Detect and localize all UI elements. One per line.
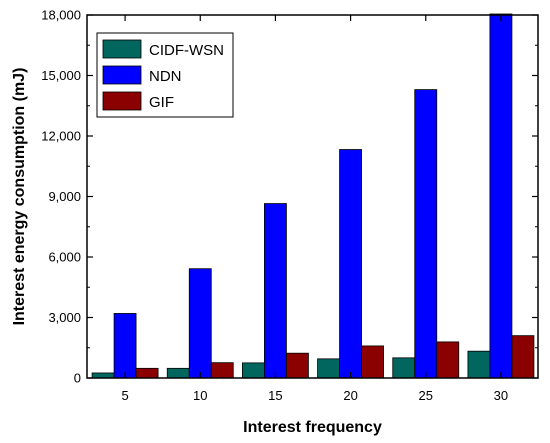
legend-label-ndn: NDN <box>149 68 182 85</box>
bar-ndn-10 <box>188 268 212 379</box>
legend-swatch-ndn <box>102 65 142 85</box>
x-axis: 5 10 15 20 25 30 <box>121 15 508 403</box>
x-tick-label: 5 <box>121 388 128 403</box>
bar-cidf-wsn-30 <box>467 350 491 379</box>
x-tick-label: 25 <box>419 388 433 403</box>
bar-cidf-wsn-25 <box>392 357 416 379</box>
bars-layer <box>91 13 535 379</box>
x-tick-label: 30 <box>494 388 508 403</box>
y-tick-label: 0 <box>74 371 81 386</box>
legend-swatch-cidf-wsn <box>102 39 142 59</box>
bar-ndn-30 <box>489 13 513 379</box>
y-tick-label: 9,000 <box>48 189 81 204</box>
bar-gif-10 <box>210 362 234 379</box>
legend-label-gif: GIF <box>149 94 174 111</box>
bar-gif-25 <box>436 341 460 379</box>
x-tick-label: 15 <box>268 388 282 403</box>
bar-gif-15 <box>286 352 309 379</box>
y-tick-label: 3,000 <box>48 310 81 325</box>
y-axis: 0 3,000 6,000 9,000 12,000 15,000 18,000 <box>41 8 538 386</box>
y-tick-label: 18,000 <box>41 8 81 23</box>
bar-ndn-25 <box>414 89 438 379</box>
y-tick-label: 15,000 <box>41 68 81 83</box>
bar-cidf-wsn-5 <box>91 372 115 379</box>
y-axis-title: Interest energy consumption (mJ) <box>11 68 28 326</box>
bar-gif-5 <box>135 367 159 379</box>
y-tick-label: 6,000 <box>48 250 81 265</box>
bar-gif-20 <box>361 345 384 379</box>
legend-swatch-gif <box>102 91 142 111</box>
y-tick-label: 12,000 <box>41 129 81 144</box>
bar-ndn-20 <box>339 149 362 379</box>
x-axis-title: Interest frequency <box>243 419 382 436</box>
x-tick-label: 10 <box>193 388 207 403</box>
legend-label-cidf-wsn: CIDF-WSN <box>149 42 224 59</box>
bar-cidf-wsn-15 <box>242 362 265 379</box>
bar-cidf-wsn-20 <box>317 358 340 379</box>
x-tick-label: 20 <box>343 388 357 403</box>
bar-gif-30 <box>511 335 535 379</box>
bar-ndn-5 <box>113 313 137 379</box>
bar-ndn-15 <box>264 203 287 379</box>
legend: CIDF-WSN NDN GIF <box>96 32 234 118</box>
bar-cidf-wsn-10 <box>166 367 190 379</box>
